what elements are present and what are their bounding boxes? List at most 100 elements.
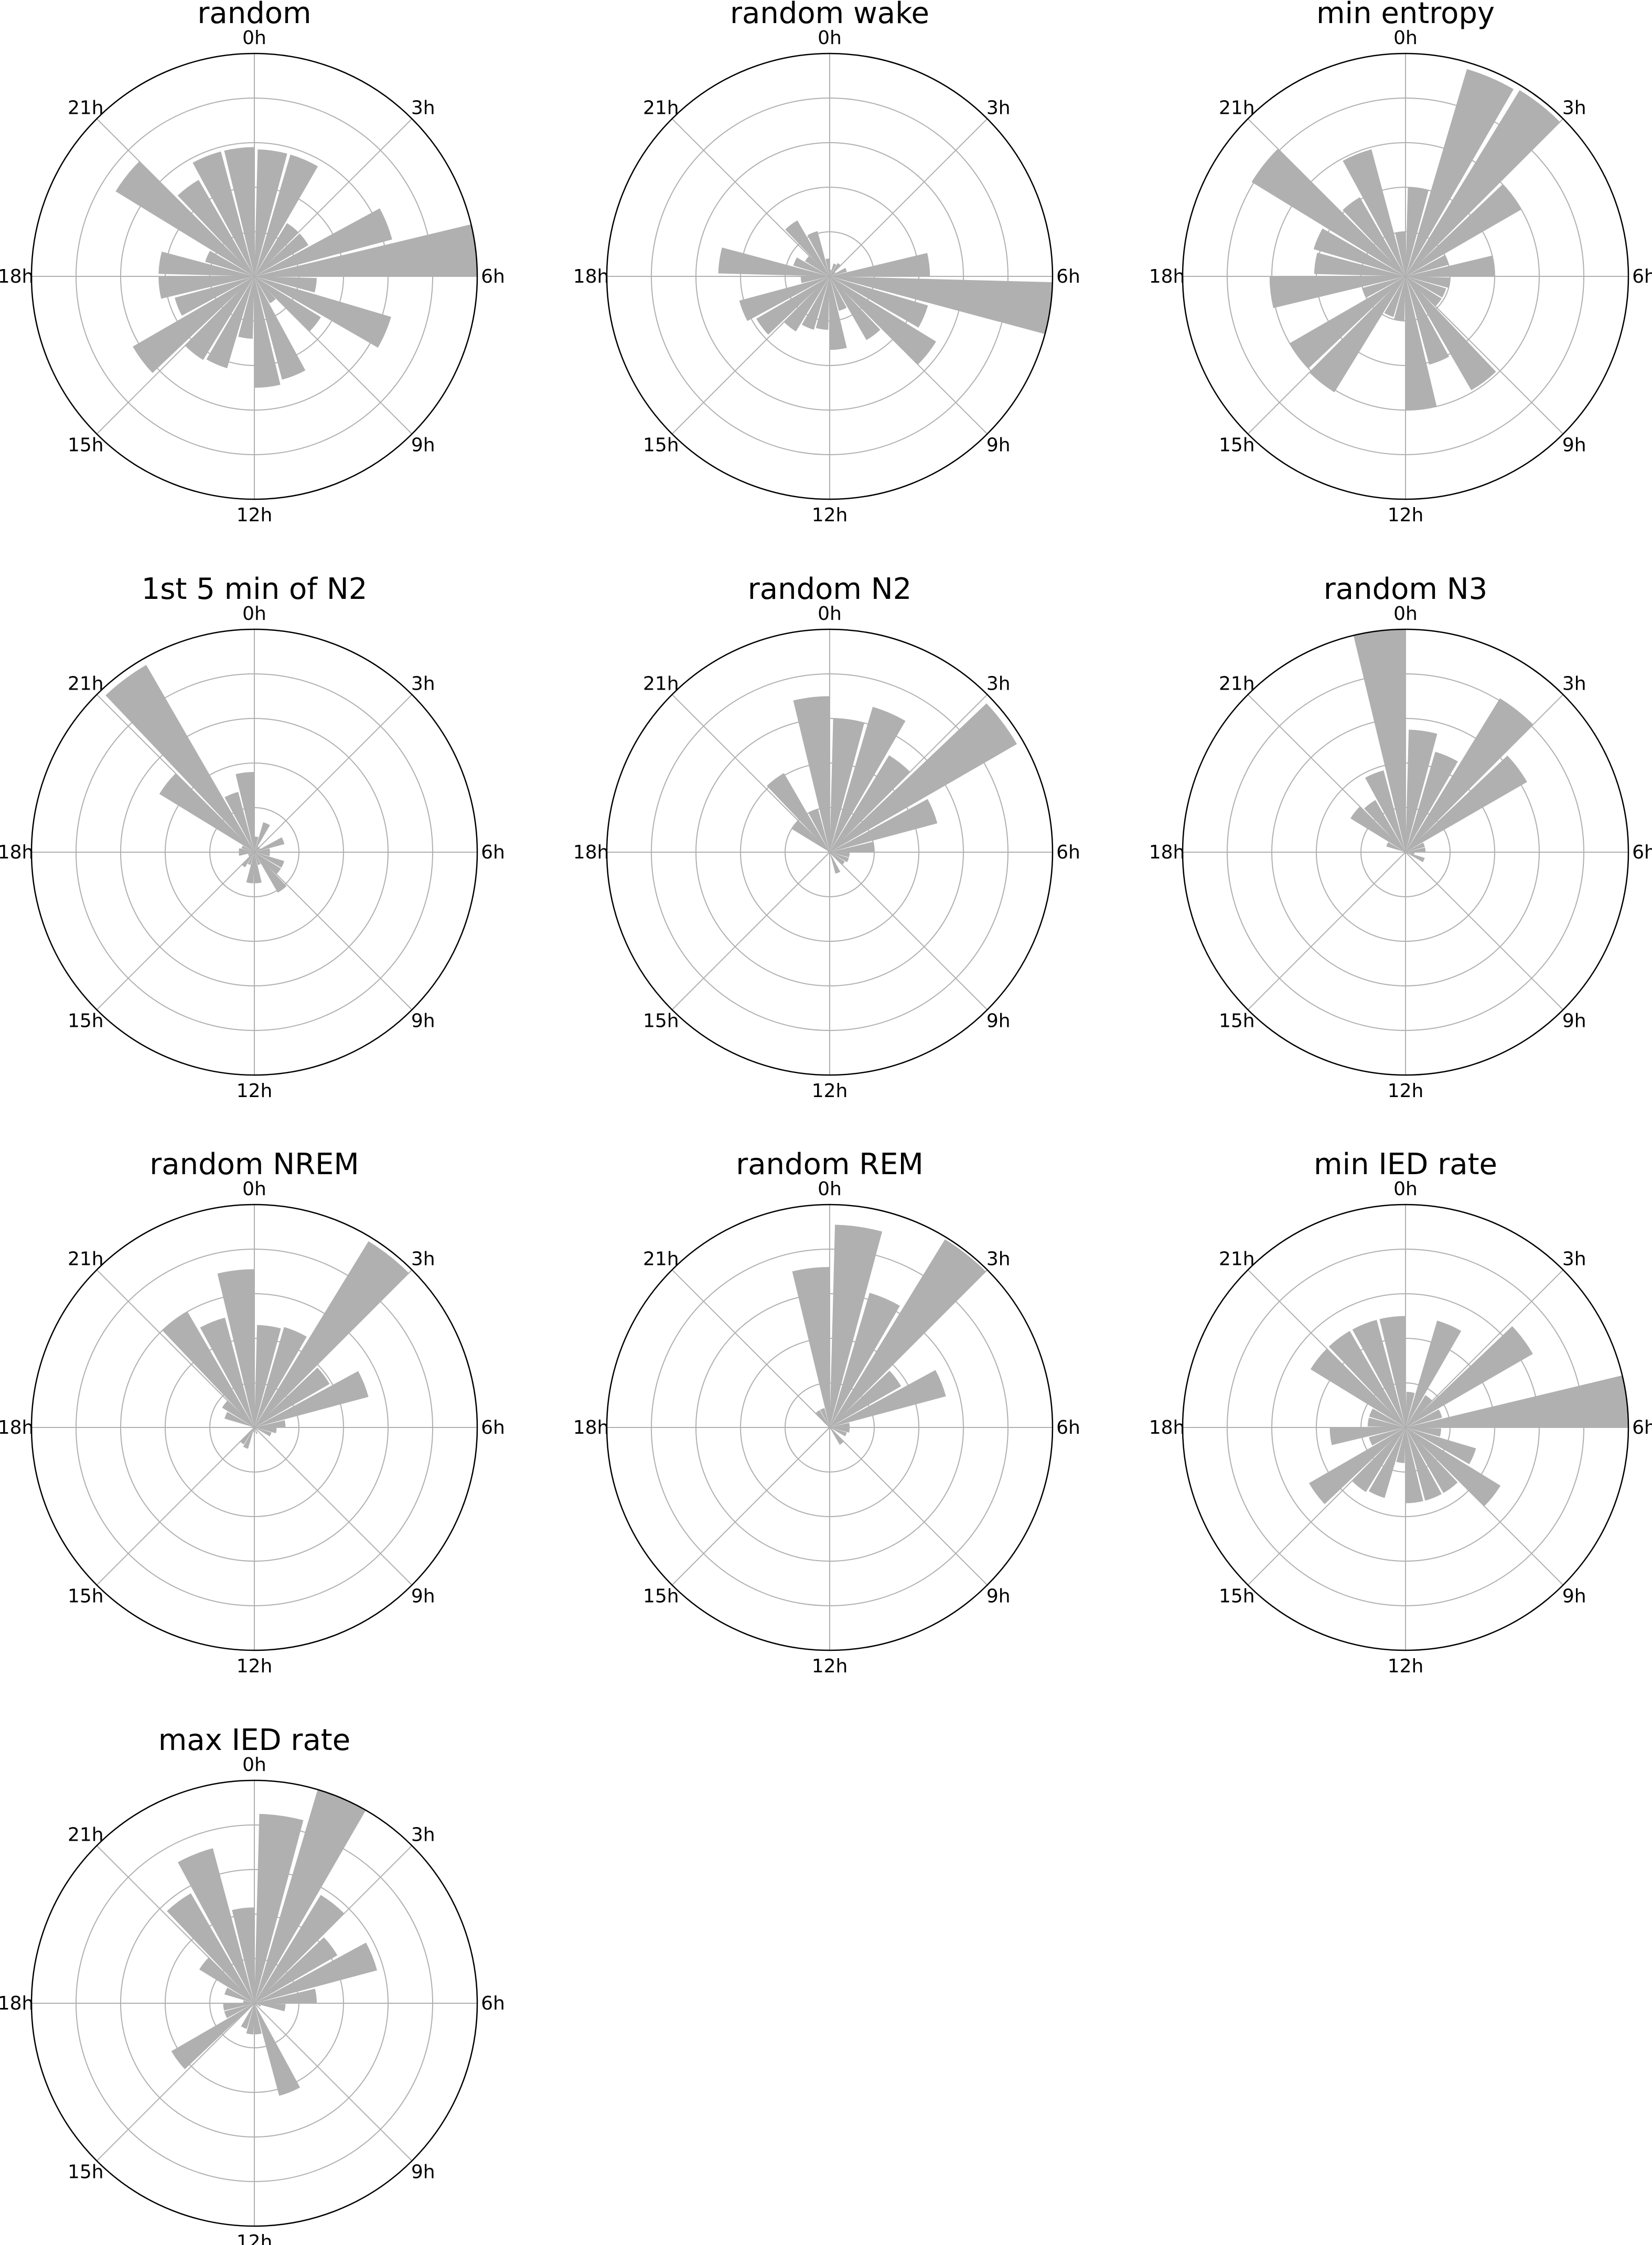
bar-hour-18 — [243, 2000, 254, 2003]
theta-tick-label: 15h — [1219, 1011, 1255, 1032]
bar-hour-3 — [1406, 755, 1527, 852]
bar-hour-19 — [241, 845, 254, 852]
angular-gridline — [671, 118, 830, 277]
bar-hour-9 — [1406, 1427, 1458, 1494]
bar-hour-5 — [1406, 1375, 1628, 1427]
bar-hour-2 — [1406, 90, 1560, 276]
bar-hour-12 — [1394, 276, 1406, 321]
bar-hour-23 — [224, 147, 254, 276]
bar-hour-10 — [1406, 276, 1450, 365]
angular-gridline — [671, 1427, 830, 1586]
bar-hour-5 — [254, 1420, 286, 1427]
theta-tick-label: 3h — [411, 1824, 435, 1845]
bar-hour-1 — [830, 263, 836, 276]
bar-hour-9 — [830, 276, 881, 340]
bar-hour-0 — [830, 718, 864, 852]
polar-chart-9: 0h 3h 6h 9h 12h 15h 18h 21h max IED rate — [0, 1723, 505, 2245]
bar-hour-7 — [830, 1427, 847, 1436]
theta-tick-label: 6h — [481, 1993, 505, 2014]
angular-gridline — [254, 694, 413, 853]
bar-hour-10 — [254, 852, 261, 865]
polar-frame — [1182, 1204, 1629, 1651]
polar-frame — [606, 52, 1054, 500]
theta-tick-label: 12h — [237, 2231, 273, 2245]
bar-hour-8 — [830, 852, 845, 865]
bar-hour-21 — [816, 1410, 830, 1427]
bar-hour-15 — [133, 276, 254, 373]
bar-hour-0 — [830, 1224, 883, 1427]
bar-hour-17 — [1269, 276, 1406, 308]
bar-hour-0 — [254, 836, 259, 852]
bar-hour-15 — [756, 276, 830, 335]
bar-hour-22 — [1352, 1319, 1406, 1427]
bar-hour-3 — [254, 847, 261, 852]
chart-title: min IED rate — [1314, 1147, 1497, 1181]
bar-hour-2 — [254, 1895, 345, 2003]
theta-tick-label: 0h — [242, 27, 266, 49]
bar-hour-8 — [1406, 1427, 1501, 1507]
bar-hour-7 — [1406, 276, 1446, 298]
bar-hour-6 — [830, 852, 850, 857]
theta-tick-label: 18h — [0, 1417, 34, 1438]
theta-tick-label: 15h — [643, 1011, 679, 1032]
theta-tick-label: 9h — [1562, 1586, 1586, 1607]
theta-tick-label: 9h — [986, 1586, 1011, 1607]
polar-frame — [30, 628, 478, 1076]
bar-hour-7 — [254, 276, 391, 348]
theta-tick-label: 12h — [812, 1656, 848, 1677]
bar-hour-9 — [1406, 276, 1496, 391]
bar-hour-20 — [115, 161, 254, 276]
bar-hour-7 — [1406, 1427, 1476, 1465]
bar-hour-19 — [224, 1412, 254, 1427]
bar-hour-23 — [793, 696, 830, 852]
bar-hour-8 — [830, 276, 936, 365]
chart-title: random REM — [736, 1147, 924, 1181]
bar-hour-13 — [243, 1427, 254, 1449]
theta-tick-label: 6h — [481, 1417, 505, 1438]
angular-gridline — [254, 852, 413, 1011]
theta-tick-label: 3h — [411, 673, 435, 694]
theta-tick-label: 18h — [0, 1993, 34, 2014]
angular-gridline — [1405, 276, 1564, 435]
theta-tick-label: 21h — [68, 673, 104, 694]
bar-hour-14 — [784, 276, 830, 332]
bar-hour-2 — [830, 755, 910, 852]
theta-tick-label: 21h — [68, 97, 104, 119]
polar-chart-7: 0h 3h 6h 9h 12h 15h 18h 21h random REM — [573, 1147, 1080, 1677]
bar-hour-16 — [175, 276, 254, 316]
bar-hour-6 — [254, 276, 317, 293]
bar-hour-21 — [785, 220, 830, 276]
bar-hour-5 — [830, 842, 874, 852]
bar-hour-5 — [1406, 847, 1426, 852]
bar-hour-12 — [1396, 1427, 1406, 1463]
bar-hour-1 — [254, 1789, 366, 2003]
theta-tick-label: 3h — [986, 97, 1011, 119]
bar-hour-3 — [830, 1370, 902, 1427]
theta-tick-label: 21h — [1219, 673, 1255, 694]
bar-hour-16 — [248, 852, 254, 856]
bar-hour-23 — [232, 1907, 254, 2003]
polar-frame — [30, 1779, 478, 2227]
theta-tick-label: 0h — [1393, 1178, 1418, 1200]
bar-hour-12 — [246, 852, 254, 884]
polar-frame — [606, 1204, 1054, 1651]
bar-hour-1 — [254, 154, 318, 276]
theta-tick-label: 12h — [1388, 1656, 1424, 1677]
bar-hour-7 — [254, 852, 285, 868]
theta-tick-label: 15h — [1219, 435, 1255, 456]
theta-tick-label: 3h — [986, 673, 1011, 694]
polar-frame — [1182, 52, 1629, 500]
bar-hour-3 — [254, 1937, 338, 2003]
bar-hour-22 — [1343, 149, 1406, 276]
bar-hour-1 — [1406, 1320, 1462, 1427]
polar-chart-0: 0h 3h 6h 9h 12h 15h 18h 21h random — [0, 0, 505, 526]
bar-hour-6 — [254, 2003, 286, 2012]
theta-tick-label: 12h — [812, 1080, 848, 1102]
theta-tick-label: 21h — [643, 1248, 679, 1270]
bar-hour-21 — [162, 1312, 254, 1427]
bar-hour-19 — [1369, 1408, 1406, 1427]
bar-hour-21 — [1328, 1330, 1406, 1427]
theta-tick-label: 15h — [643, 435, 679, 456]
theta-tick-label: 12h — [1388, 1080, 1424, 1102]
theta-tick-label: 12h — [237, 1656, 273, 1677]
